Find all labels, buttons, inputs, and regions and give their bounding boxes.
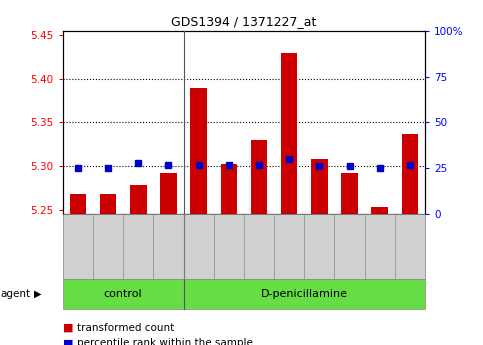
Bar: [130, 185, 146, 214]
Bar: [100, 194, 116, 214]
Bar: [160, 173, 177, 214]
Bar: [221, 164, 237, 214]
Title: GDS1394 / 1371227_at: GDS1394 / 1371227_at: [171, 16, 316, 29]
Text: ■: ■: [63, 338, 73, 345]
Text: percentile rank within the sample: percentile rank within the sample: [77, 338, 253, 345]
Bar: [281, 53, 298, 214]
Bar: [190, 88, 207, 214]
Text: agent: agent: [0, 289, 30, 299]
Bar: [402, 134, 418, 214]
Bar: [70, 194, 86, 214]
Text: control: control: [104, 289, 142, 299]
Text: ■: ■: [63, 323, 73, 333]
Bar: [341, 173, 358, 214]
Text: ▶: ▶: [34, 289, 42, 299]
Bar: [251, 140, 267, 214]
Text: D-penicillamine: D-penicillamine: [261, 289, 348, 299]
Bar: [311, 159, 327, 214]
Text: transformed count: transformed count: [77, 323, 174, 333]
Bar: [371, 207, 388, 214]
